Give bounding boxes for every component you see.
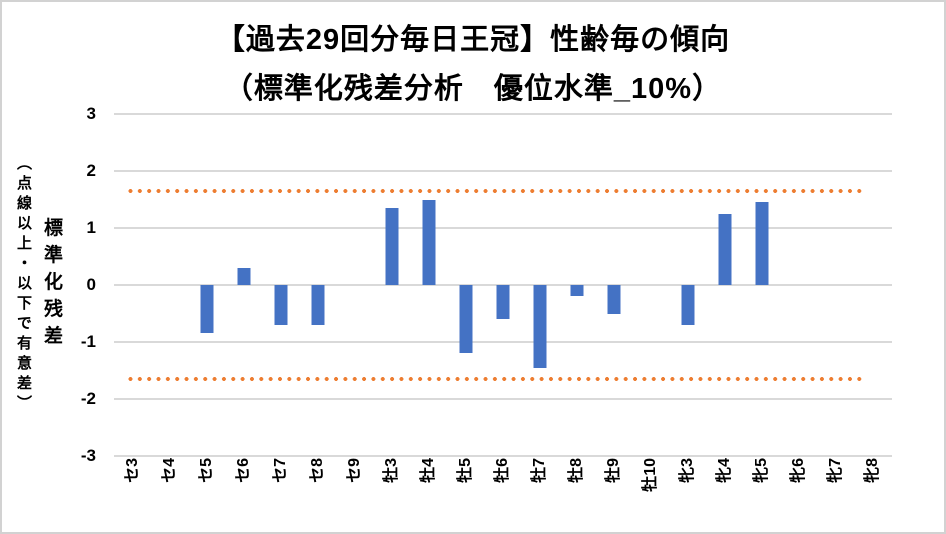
gridline-2 [114, 170, 892, 172]
y-axis-title: 標準化残差 [41, 217, 62, 353]
x-tick-label-セ7: セ7 [271, 458, 289, 483]
bar-セ8 [311, 285, 325, 325]
bar-牡4 [422, 199, 436, 285]
y-axis-subtitle: （点線以上・以下で有意差） [15, 155, 32, 415]
x-tick-label-牡5: 牡5 [456, 458, 474, 483]
bar-セ7 [274, 285, 288, 325]
x-tick-label-牝8: 牝8 [864, 458, 882, 483]
x-tick-label-セ8: セ8 [308, 458, 326, 483]
x-axis-ticks: セ3 セ4 セ5 セ6 セ7 セ8 セ9 牡3 牡4 牡5 牡6 牡7 牡8 牡9 牡10 牝3 牝4 牝5 牝6 牝… [114, 456, 892, 516]
gridline-3 [114, 113, 892, 115]
x-tick-label-牡4: 牡4 [419, 458, 437, 483]
x-tick-label-牝4: 牝4 [716, 458, 734, 483]
y-tick-label-2: 2 [86, 161, 96, 180]
x-tick-label-牡8: 牡8 [568, 458, 586, 483]
y-tick-label--3: -3 [80, 446, 96, 465]
threshold-line-upper [128, 188, 865, 194]
bar-セ6 [237, 267, 251, 285]
x-tick-label-セ4: セ4 [160, 458, 178, 483]
threshold-line-lower [128, 376, 865, 382]
x-tick-label-牡6: 牡6 [494, 458, 511, 483]
x-tick-label-牡3: 牡3 [382, 458, 400, 483]
bar-牡3 [385, 208, 399, 285]
chart-subtitle: （標準化残差分析 優位水準_10%） [223, 73, 723, 105]
x-tick-label-牡9: 牡9 [605, 458, 623, 483]
x-tick-label-牡10: 牡10 [642, 458, 660, 492]
bar-牡8 [570, 285, 584, 297]
x-tick-label-牝6: 牝6 [790, 458, 808, 483]
x-tick-label-牝3: 牝3 [679, 458, 697, 483]
x-tick-label-セ3: セ3 [123, 458, 141, 483]
x-tick-label-牝7: 牝7 [827, 458, 845, 483]
bar-牡9 [607, 285, 621, 314]
gridline--2 [114, 398, 892, 400]
y-tick-label-3: 3 [86, 104, 96, 123]
x-tick-label-セ9: セ9 [345, 458, 363, 483]
x-tick-label-牡7: 牡7 [531, 458, 549, 483]
x-tick-label-牝5: 牝5 [753, 458, 771, 483]
x-tick-label-セ6: セ6 [234, 458, 252, 483]
chart-title: 【過去29回分毎日王冠】性齢毎の傾向 [215, 24, 731, 56]
bar-牡7 [533, 285, 547, 368]
gridline--3 [114, 455, 892, 457]
bar-牡6 [496, 285, 510, 320]
chart-title-block: 【過去29回分毎日王冠】性齢毎の傾向 （標準化残差分析 優位水準_10%） [2, 16, 944, 114]
y-tick-label--2: -2 [80, 389, 96, 408]
y-tick-label--1: -1 [80, 332, 96, 351]
bar-セ5 [200, 285, 214, 334]
gridline-1 [114, 227, 892, 229]
bar-牡5 [459, 285, 473, 354]
gridline--1 [114, 341, 892, 343]
plot-area: 3 2 1 0 -1 -2 -3 セ3 セ4 セ5 セ6 セ7 セ8 セ9 牡3 牡4 牡5 牡6 牡7 牡8 牡9 牡… [81, 104, 892, 492]
bar-牝3 [681, 285, 695, 325]
y-tick-label-1: 1 [86, 218, 96, 237]
y-tick-label-0: 0 [86, 275, 96, 294]
bar-牝4 [718, 213, 732, 285]
bar-牝5 [755, 202, 769, 285]
x-tick-label-セ5: セ5 [197, 458, 215, 483]
